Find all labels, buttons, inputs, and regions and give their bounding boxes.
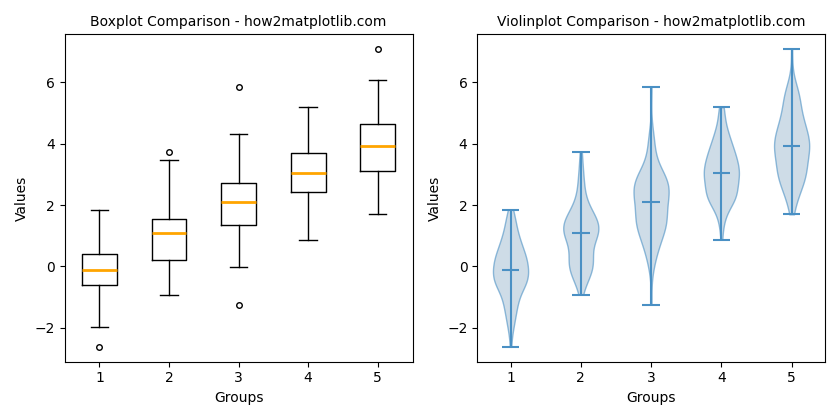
X-axis label: Groups: Groups <box>214 391 263 405</box>
Y-axis label: Values: Values <box>428 176 442 221</box>
Y-axis label: Values: Values <box>15 176 29 221</box>
Title: Boxplot Comparison - how2matplotlib.com: Boxplot Comparison - how2matplotlib.com <box>91 15 386 29</box>
X-axis label: Groups: Groups <box>627 391 676 405</box>
Title: Violinplot Comparison - how2matplotlib.com: Violinplot Comparison - how2matplotlib.c… <box>496 15 806 29</box>
